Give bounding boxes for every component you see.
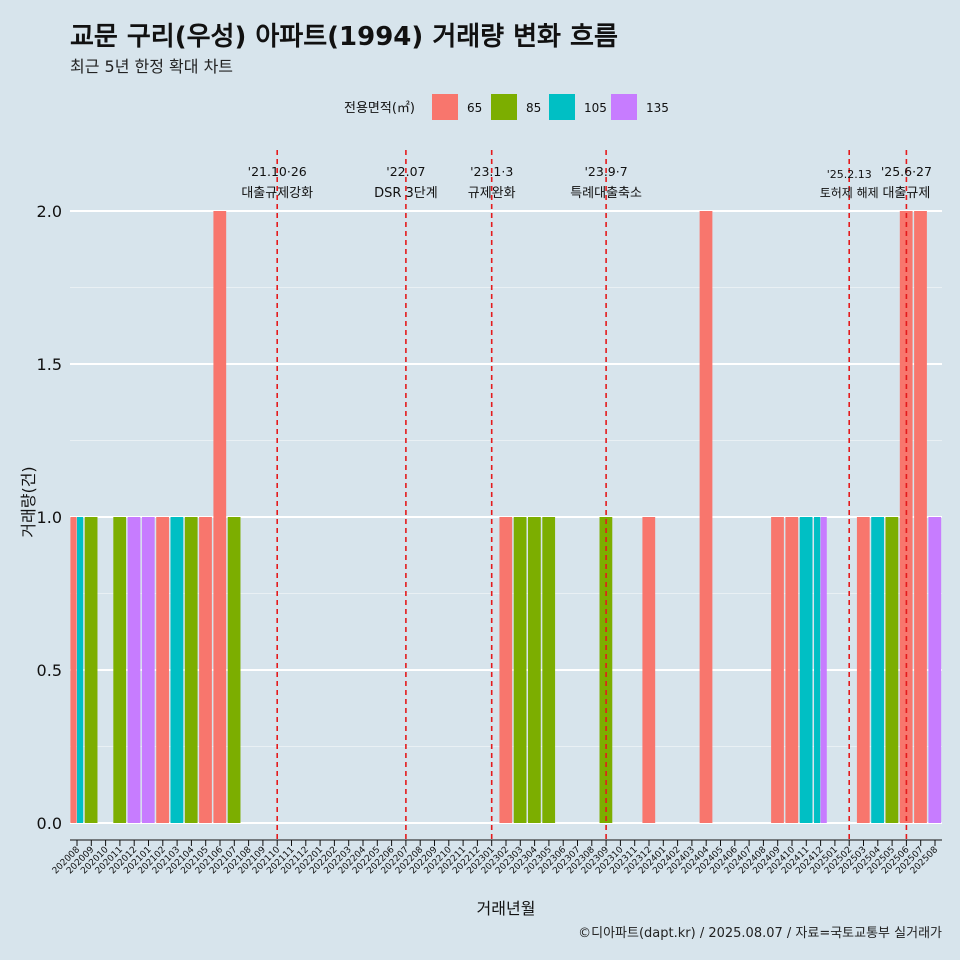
legend-swatch-135: [611, 94, 637, 120]
bar-85-202304: [528, 517, 541, 823]
bar-65-202008: [70, 517, 77, 823]
bar-105-202411: [799, 517, 813, 823]
event-date: '22.07: [386, 164, 425, 179]
y-tick-label: 1.5: [37, 355, 62, 374]
event-date: '25.2.13: [827, 168, 872, 181]
chart-subtitle: 최근 5년 한정 확대 차트: [70, 57, 234, 76]
event-label: 대출규제강화: [241, 186, 313, 201]
bar-65-202404: [699, 211, 713, 823]
bars: [70, 211, 942, 823]
bar-65-202503: [856, 517, 870, 823]
bar-65-202409: [771, 517, 784, 823]
bar-65-202106: [213, 211, 227, 823]
bar-105-202103: [170, 517, 184, 823]
y-axis: 0.0 0.5 1.0 1.5 2.0: [37, 202, 62, 833]
bar-105-202412: [814, 517, 821, 823]
bar-65-202312: [642, 517, 656, 823]
y-axis-label: 거래량(건): [19, 466, 38, 537]
y-tick-label: 1.0: [37, 508, 62, 527]
legend-label: 85: [526, 101, 541, 115]
event-label: 대출규제: [882, 186, 930, 201]
chart-title: 교문 구리(우성) 아파트(1994) 거래량 변화 흐름: [70, 22, 618, 52]
legend-swatch-85: [491, 94, 517, 120]
legend: 전용면적(㎡) 65 85 105 135: [344, 94, 669, 120]
legend-label: 65: [467, 101, 482, 115]
x-axis-label: 거래년월: [477, 899, 536, 918]
bar-85-202107: [227, 517, 241, 823]
event-label: 규제완화: [468, 186, 516, 201]
event-label: 토허제 해제: [820, 186, 879, 200]
legend-swatch-105: [549, 94, 575, 120]
bar-65-202507: [914, 211, 927, 823]
event-date: '23.9·7: [584, 164, 627, 179]
y-tick-label: 2.0: [37, 202, 62, 221]
y-tick-label: 0.5: [37, 661, 62, 680]
bar-135-202101: [141, 517, 155, 823]
event-label: 특례대출축소: [570, 186, 642, 201]
bar-85-202305: [542, 517, 556, 823]
bar-65-202105: [199, 517, 212, 823]
event-date: '21.10·26: [248, 164, 307, 179]
legend-title: 전용면적(㎡): [344, 101, 415, 116]
bar-135-202412: [820, 517, 827, 823]
bar-65-202302: [499, 517, 513, 823]
event-markers: '21.10·26 대출규제강화 '22.07 DSR 3단계 '23.1·3 규제완화 '…: [241, 150, 932, 840]
legend-label: 105: [584, 101, 607, 115]
bar-105-202008: [77, 517, 84, 823]
bar-85-202505: [885, 517, 899, 823]
source-caption: ©디아파트(dapt.kr) / 2025.08.07 / 자료=국토교통부 실…: [578, 926, 942, 941]
bar-85-202309: [599, 517, 613, 823]
bar-105-202504: [871, 517, 884, 823]
event-date: '23.1·3: [470, 164, 513, 179]
bar-135-202012: [127, 517, 141, 823]
bar-85-202303: [513, 517, 527, 823]
legend-swatch-65: [432, 94, 458, 120]
bar-85-202011: [113, 517, 127, 823]
event-date: '25.6·27: [881, 164, 932, 179]
bar-85-202009: [84, 517, 98, 823]
bar-85-202104: [184, 517, 198, 823]
event-label: DSR 3단계: [374, 186, 438, 201]
legend-label: 135: [646, 101, 669, 115]
bar-65-202102: [156, 517, 169, 823]
bar-135-202508: [928, 517, 942, 823]
y-tick-label: 0.0: [37, 814, 62, 833]
bar-65-202506: [899, 211, 913, 823]
bar-65-202410: [785, 517, 799, 823]
x-axis: 2020082020092020102020112020122021012021…: [51, 839, 942, 876]
